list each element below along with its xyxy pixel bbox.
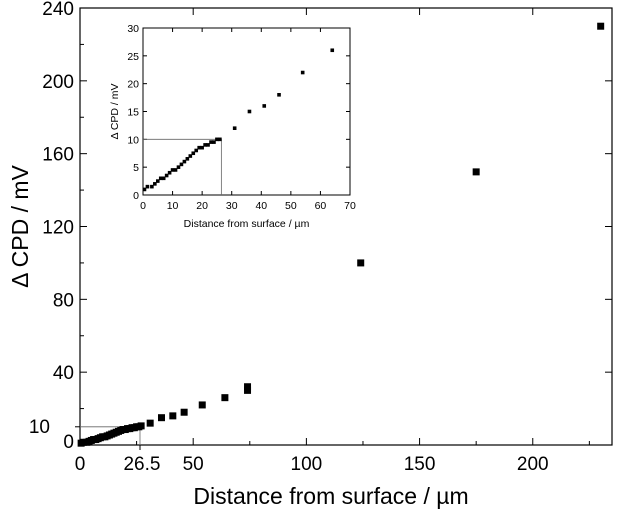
inset-x-tick-label: 60 [315, 200, 327, 212]
inset-y-tick-label: 20 [127, 79, 139, 91]
inset-x-tick-label: 10 [167, 200, 179, 212]
main-y-axis-label: Δ CPD / mV [7, 164, 33, 287]
main-x-tick-label: 150 [404, 454, 436, 475]
inset-data-point [209, 140, 213, 144]
inset-data-point [232, 126, 237, 130]
inset-y-axis-label: Δ CPD / mV [109, 83, 121, 139]
inset-data-point [212, 140, 216, 144]
main-data-point [169, 412, 177, 420]
inset-x-tick-label: 0 [140, 200, 146, 212]
inset-data-point [176, 165, 181, 169]
inset-data-point [167, 170, 172, 175]
inset-x-tick-label: 50 [285, 200, 297, 212]
inset-x-tick-label: 30 [226, 200, 238, 212]
main-x-tick-label: 100 [291, 454, 323, 475]
inset-data-point [173, 168, 178, 172]
main-data-point [357, 259, 365, 267]
main-y-tick-label: 80 [53, 290, 74, 311]
main-x-tick-label: 0 [75, 454, 86, 475]
inset-data-point [277, 93, 281, 97]
inset-data-point [153, 182, 157, 186]
main-data-point [472, 168, 480, 176]
main-data-point [157, 414, 165, 422]
main-x-axis-label: Distance from surface / µm [193, 483, 468, 509]
main-data-point [244, 386, 252, 394]
main-data-point [597, 22, 605, 30]
inset-data-point [215, 137, 219, 142]
inset-y-tick-label: 0 [133, 190, 139, 202]
main-data-point [146, 419, 154, 427]
inset-y-tick-label: 5 [133, 162, 139, 174]
inset-x-axis-label: Distance from surface / µm [184, 218, 310, 230]
inset-y-tick-label: 15 [127, 107, 139, 119]
main-x-tick-label: 50 [183, 454, 204, 475]
inset-data-point [188, 154, 193, 158]
main-x-guide-tick-label: 26.5 [123, 454, 160, 475]
main-data-point [198, 401, 206, 409]
inset-data-point [206, 143, 210, 147]
main-plot: 0 50 100 150 20026.54080120160200240010Dista… [7, 0, 613, 509]
inset-data-point [182, 159, 187, 164]
inset-data-point [145, 184, 150, 189]
main-y-tick-label-zero: 0 [63, 432, 74, 453]
inset-data-point [164, 173, 169, 178]
inset-data-point [203, 143, 207, 147]
inset-x-tick-label: 70 [344, 200, 356, 212]
main-y-tick-label-ten: 10 [29, 417, 50, 438]
main-y-tick-label: 40 [53, 363, 74, 384]
inset-data-point [150, 184, 154, 189]
inset-data-point [142, 187, 147, 192]
inset-data-point [161, 176, 166, 181]
inset-plot: 0 10 20 30 40 50 60 70 0 5 10 15 20 25 30 Distance from… [109, 23, 356, 230]
inset-data-point [262, 104, 267, 108]
main-data-point [180, 408, 188, 416]
main-y-tick-label: 200 [42, 72, 74, 93]
main-y-tick-label: 120 [42, 218, 74, 239]
main-data-point [221, 394, 229, 402]
inset-data-point [197, 145, 201, 150]
inset-x-tick-label: 20 [196, 200, 208, 212]
main-data-point [137, 422, 145, 430]
main-y-tick-label: 160 [42, 145, 74, 166]
inset-data-point [155, 179, 160, 183]
inset-data-point [330, 48, 335, 53]
inset-data-point [191, 151, 196, 156]
inset-data-point [247, 109, 252, 114]
inset-y-tick-label: 25 [127, 51, 139, 63]
inset-data-point [200, 145, 204, 150]
inset-data-point [170, 168, 175, 172]
inset-data-point [194, 148, 199, 153]
main-data-point [244, 383, 252, 391]
inset-data-point [300, 70, 305, 75]
main-y-tick-label: 240 [42, 0, 74, 20]
inset-data-point [185, 157, 190, 161]
inset-data-point [218, 137, 222, 142]
inset-data-point [179, 162, 184, 167]
inset-data-point [158, 176, 163, 181]
inset-y-tick-label: 30 [127, 23, 139, 35]
main-x-tick-label: 200 [517, 454, 549, 475]
inset-y-tick-label: 10 [127, 134, 139, 146]
inset-x-tick-label: 40 [255, 200, 267, 212]
